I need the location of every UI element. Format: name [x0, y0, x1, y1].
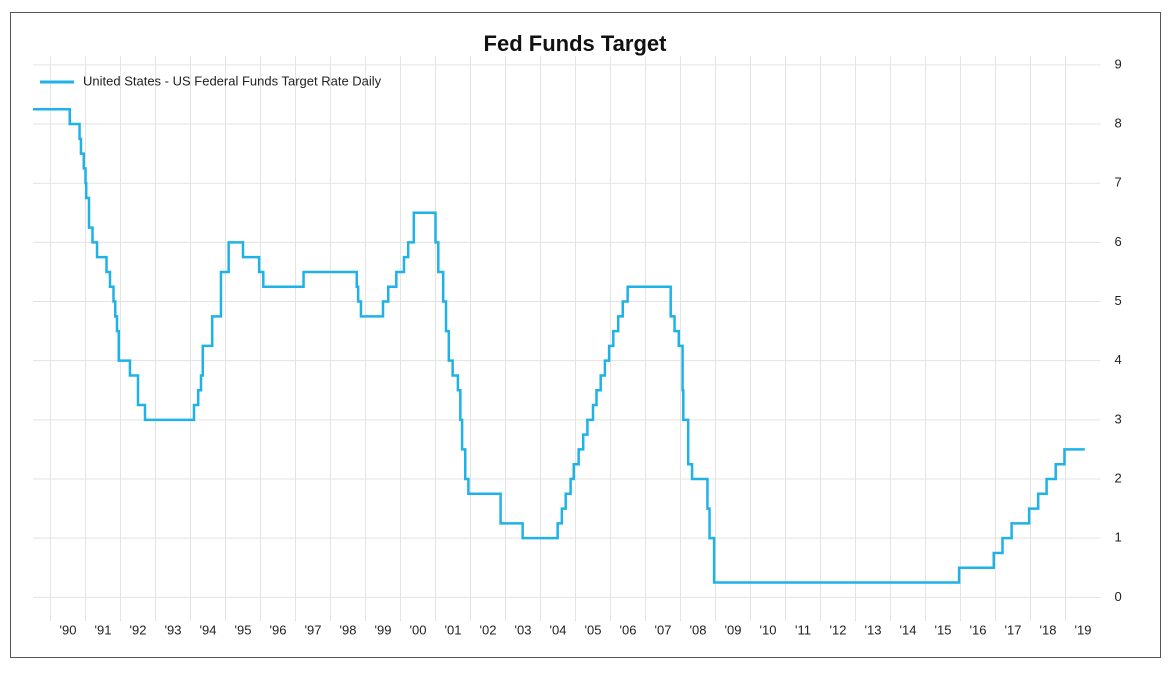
x-tick-label: '07 [655, 622, 672, 637]
x-tick-label: '06 [620, 622, 637, 637]
x-tick-label: '13 [865, 622, 882, 637]
y-tick-label: 9 [1115, 56, 1122, 71]
x-tick-label: '03 [515, 622, 532, 637]
x-tick-label: '17 [1005, 622, 1022, 637]
x-tick-label: '11 [795, 622, 811, 637]
y-tick-label: 2 [1115, 470, 1122, 485]
x-tick-label: '15 [935, 622, 952, 637]
chart-title: Fed Funds Target [484, 31, 668, 56]
y-tick-label: 3 [1115, 411, 1122, 426]
y-tick-label: 5 [1115, 293, 1122, 308]
x-tick-label: '98 [340, 622, 357, 637]
x-tick-label: '99 [375, 622, 392, 637]
y-tick-label: 0 [1115, 589, 1122, 604]
x-tick-label: '05 [585, 622, 602, 637]
x-tick-label: '00 [410, 622, 427, 637]
x-tick-label: '09 [725, 622, 742, 637]
x-tick-label: '10 [760, 622, 777, 637]
x-tick-label: '02 [480, 622, 497, 637]
x-tick-label: '90 [60, 622, 77, 637]
x-tick-label: '04 [550, 622, 567, 637]
y-tick-label: 4 [1115, 352, 1122, 367]
x-tick-label: '08 [690, 622, 707, 637]
x-tick-label: '95 [235, 622, 252, 637]
y-tick-label: 8 [1115, 115, 1122, 130]
x-tick-label: '01 [445, 622, 462, 637]
x-tick-label: '19 [1075, 622, 1092, 637]
series-line [33, 107, 1085, 584]
x-tick-label: '14 [900, 622, 917, 637]
x-tick-label: '92 [130, 622, 147, 637]
x-tick-label: '12 [830, 622, 847, 637]
x-tick-label: '94 [200, 622, 217, 637]
x-tick-label: '97 [305, 622, 322, 637]
chart-frame [10, 12, 1161, 658]
x-tick-label: '93 [165, 622, 182, 637]
y-tick-label: 1 [1115, 530, 1122, 545]
x-tick-label: '91 [95, 622, 112, 637]
x-tick-label: '16 [970, 622, 987, 637]
y-tick-label: 7 [1115, 175, 1122, 190]
x-tick-label: '96 [270, 622, 287, 637]
x-tick-label: '18 [1040, 622, 1057, 637]
legend-label: United States - US Federal Funds Target … [83, 73, 382, 88]
y-tick-label: 6 [1115, 234, 1122, 249]
